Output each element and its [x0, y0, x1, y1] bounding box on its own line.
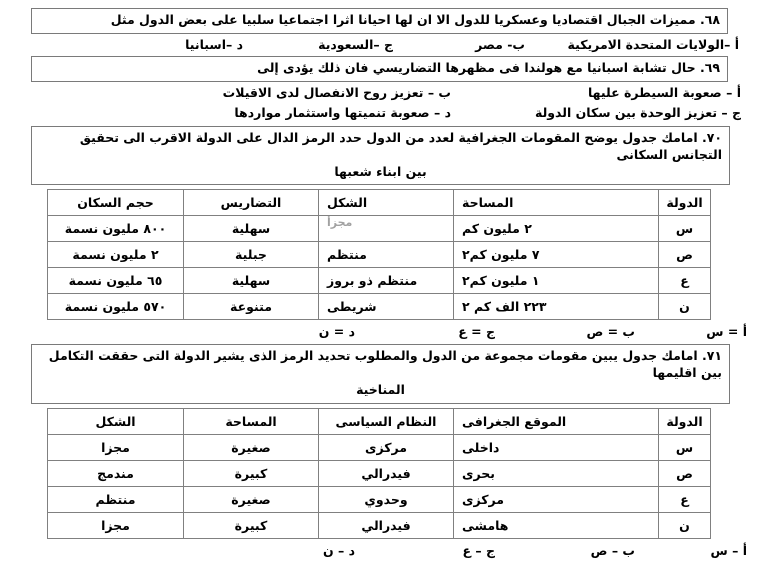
cell-population: ٥٧٠ مليون نسمة [47, 293, 184, 321]
col-header-state: الدولة [658, 408, 711, 435]
cell-area: ١ مليون كم٢ [453, 267, 659, 295]
answer-key-c[interactable]: ج = ع [458, 324, 495, 340]
table-row: ن ٢٢٣ الف كم ٢ شريطى متنوعة ٥٧٠ مليون نس… [47, 293, 711, 321]
answer-key-c[interactable]: ج – ع [462, 543, 495, 558]
table-row: ع ١ مليون كم٢ منتظم ذو بروز سهلية ٦٥ ملي… [47, 267, 711, 295]
question-68-option-a[interactable]: أ –الولايات المتحدة الامريكية [567, 36, 740, 52]
col-header-geographic-location: الموقع الجغرافى [453, 408, 659, 435]
cell-state: ن [658, 293, 711, 321]
cell-terrain: جبلية [183, 241, 319, 269]
question-68-options: أ –الولايات المتحدة الامريكية ب- مصر ج –… [0, 34, 761, 54]
cell-shape: شريطى [318, 293, 454, 321]
question-70-table-wrap: الدولة المساحة الشكل التضاريس حجم السكان… [0, 189, 761, 321]
cell-population: ٦٥ مليون نسمة [47, 267, 184, 295]
table-row: س داخلى مركزى صغيرة مجزا [47, 434, 711, 461]
worksheet-page: ٦٨. مميزات الجبال اقتصاديا وعسكريا للدول… [0, 8, 761, 558]
col-header-area: المساحة [183, 408, 319, 435]
cell-shape: منتظم [47, 486, 184, 513]
cell-area: كبيرة [183, 460, 319, 487]
cell-area: ٧ مليون كم٢ [453, 241, 659, 269]
table-header-row: الدولة الموقع الجغرافى النظام السياسى ال… [47, 408, 711, 435]
question-69-box: ٦٩. حال تشابة اسبانيا مع هولندا فى مظهره… [31, 55, 728, 82]
question-70-table: الدولة المساحة الشكل التضاريس حجم السكان… [47, 189, 711, 321]
answer-key-b[interactable]: ب = ص [586, 324, 635, 340]
cell-population: ٨٠٠ مليون نسمة [47, 215, 184, 243]
question-68-stem: ٦٨. مميزات الجبال اقتصاديا وعسكريا للدول… [110, 12, 720, 27]
question-69-option-d[interactable]: د – صعوبة تنميتها واستثمار مواردها [234, 104, 451, 120]
cell-state: ع [658, 267, 711, 295]
question-70-stem-line-2: بين ابناء شعبها [334, 163, 427, 179]
question-68-option-c[interactable]: ج –السعودية [318, 36, 393, 52]
cell-area: صغيرة [183, 486, 319, 513]
cell-shape: منتظم ذو بروز [318, 267, 454, 295]
question-71-answer-key: أ – س ب – ص ج – ع د – ن [0, 539, 761, 561]
table-row: ص بحرى فيدرالي كبيرة مندمج [47, 460, 711, 487]
question-71-stem-line-1: ٧١. امامك جدول يبين مقومات مجموعة من الد… [48, 348, 722, 381]
answer-key-a[interactable]: أ – س [710, 543, 748, 558]
answer-key-b[interactable]: ب – ص [590, 543, 635, 558]
question-70-box: ٧٠. امامك جدول يوضح المقومات الجغرافية ل… [31, 125, 730, 186]
col-header-shape: الشكل [47, 408, 184, 435]
question-69-option-a[interactable]: أ – صعوبة السيطرة عليها [587, 84, 741, 100]
question-71-table: الدولة الموقع الجغرافى النظام السياسى ال… [47, 408, 711, 539]
cell-state: ص [658, 241, 711, 269]
cell-terrain: متنوعة [183, 293, 319, 321]
question-69-options-row-2: ج – تعزيز الوحدة بين سكان الدولة د – صعو… [0, 102, 761, 122]
question-68-option-b[interactable]: ب- مصر [475, 36, 525, 52]
cell-political-system: وحدوي [318, 486, 454, 513]
cell-state: س [658, 434, 711, 461]
col-header-state: الدولة [658, 189, 711, 217]
cell-geographic-location: بحرى [453, 460, 659, 487]
question-70-answer-key: أ = س ب = ص ج = ع د = ن [0, 320, 761, 342]
question-70-stem-line-1: ٧٠. امامك جدول يوضح المقومات الجغرافية ل… [79, 129, 722, 162]
col-header-terrain: التضاريس [183, 189, 319, 217]
answer-key-a[interactable]: أ = س [706, 324, 747, 340]
cell-state: س [658, 215, 711, 243]
cell-terrain: سهلية [183, 267, 319, 295]
question-71-table-wrap: الدولة الموقع الجغرافى النظام السياسى ال… [0, 408, 761, 539]
question-71-box: ٧١. امامك جدول يبين مقومات مجموعة من الد… [31, 344, 730, 404]
col-header-shape: الشكل [318, 189, 454, 217]
question-69-option-c[interactable]: ج – تعزيز الوحدة بين سكان الدولة [535, 104, 741, 120]
cell-political-system: مركزى [318, 434, 454, 461]
question-68-option-d[interactable]: د –اسبانيا [185, 36, 243, 52]
col-header-population: حجم السكان [47, 189, 184, 217]
cell-geographic-location: داخلى [453, 434, 659, 461]
cell-area: صغيرة [183, 434, 319, 461]
cell-shape: منتظم [318, 241, 454, 269]
cell-shape: مجزا [47, 434, 184, 461]
cell-shape: مجزأ [318, 215, 454, 243]
question-69-stem: ٦٩. حال تشابة اسبانيا مع هولندا فى مظهره… [257, 59, 720, 75]
question-68-box: ٦٨. مميزات الجبال اقتصاديا وعسكريا للدول… [31, 8, 728, 34]
question-69-option-b[interactable]: ب – تعزيز روح الانفصال لدى الاقيلات [222, 84, 452, 100]
cell-political-system: فيدرالي [318, 460, 454, 487]
cell-geographic-location: مركزى [453, 486, 659, 513]
cell-area: ٢ مليون كم [453, 215, 659, 243]
cell-state: ع [658, 486, 711, 513]
table-header-row: الدولة المساحة الشكل التضاريس حجم السكان [47, 189, 711, 217]
col-header-area: المساحة [453, 189, 659, 217]
table-row: ع مركزى وحدوي صغيرة منتظم [47, 486, 711, 513]
cell-state: ص [658, 460, 711, 487]
cell-shape: مندمج [47, 460, 184, 487]
cell-population: ٢ مليون نسمة [47, 241, 184, 269]
table-row: ص ٧ مليون كم٢ منتظم جبلية ٢ مليون نسمة [47, 241, 711, 269]
col-header-political-system: النظام السياسى [318, 408, 454, 435]
question-71-stem-line-2: المناخية [356, 382, 405, 398]
table-row: س ٢ مليون كم مجزأ سهلية ٨٠٠ مليون نسمة [47, 215, 711, 243]
cell-terrain: سهلية [183, 215, 319, 243]
answer-key-d[interactable]: د = ن [318, 324, 355, 340]
answer-key-d[interactable]: د – ن [322, 543, 355, 558]
cell-shape-clipped: مجزأ [327, 215, 353, 229]
question-69-options-row-1: أ – صعوبة السيطرة عليها ب – تعزيز روح ال… [0, 82, 761, 102]
cell-area: ٢٢٣ الف كم ٢ [453, 293, 659, 321]
